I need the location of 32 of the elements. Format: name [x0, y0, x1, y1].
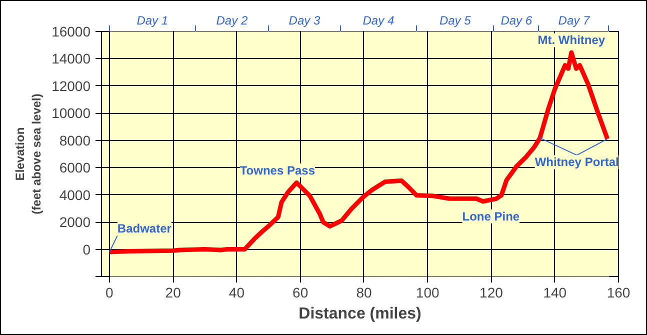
annotation: Mt. Whitney: [538, 33, 606, 48]
annotation: Whitney Portal: [534, 155, 619, 170]
y-tick-label: 12000: [52, 78, 91, 94]
y-tick-label: 2000: [59, 214, 91, 230]
band-label: Day 1: [136, 14, 168, 28]
x-tick-label: 60: [292, 284, 308, 300]
annotation: Badwater: [117, 222, 172, 236]
x-tick-label: 140: [543, 284, 567, 300]
annotation: Townes Pass: [240, 163, 316, 178]
band-label: Day 3: [288, 14, 320, 28]
x-tick-label: 160: [606, 284, 630, 300]
y-tick-label: 14000: [52, 50, 91, 67]
y-axis-title: Elevation (feet above sea level): [12, 94, 44, 214]
band-label: Day 7: [558, 14, 591, 28]
x-tick-label: 0: [106, 284, 114, 300]
band-label: Day 6: [500, 14, 532, 28]
annotation: Lone Pine: [462, 209, 520, 224]
y-tick-label: 16000: [52, 24, 91, 40]
band-label: Day 2: [216, 14, 248, 28]
y-tick-label: 0: [82, 241, 91, 258]
x-tick-label: 20: [165, 284, 182, 300]
y-tick-label: 10000: [52, 105, 91, 122]
x-tick-label: 100: [416, 284, 440, 300]
y-tick-label: 4000: [59, 186, 91, 203]
band-label: Day 4: [362, 14, 394, 28]
y-tick-label: 6000: [59, 160, 91, 176]
y-tick-label: 8000: [59, 132, 91, 148]
x-tick-label: 80: [356, 284, 372, 300]
x-tick-label: 120: [480, 284, 504, 300]
x-tick-label: 40: [228, 284, 245, 300]
band-label: Day 5: [439, 14, 472, 28]
x-axis-title: Distance (miles): [298, 306, 422, 322]
